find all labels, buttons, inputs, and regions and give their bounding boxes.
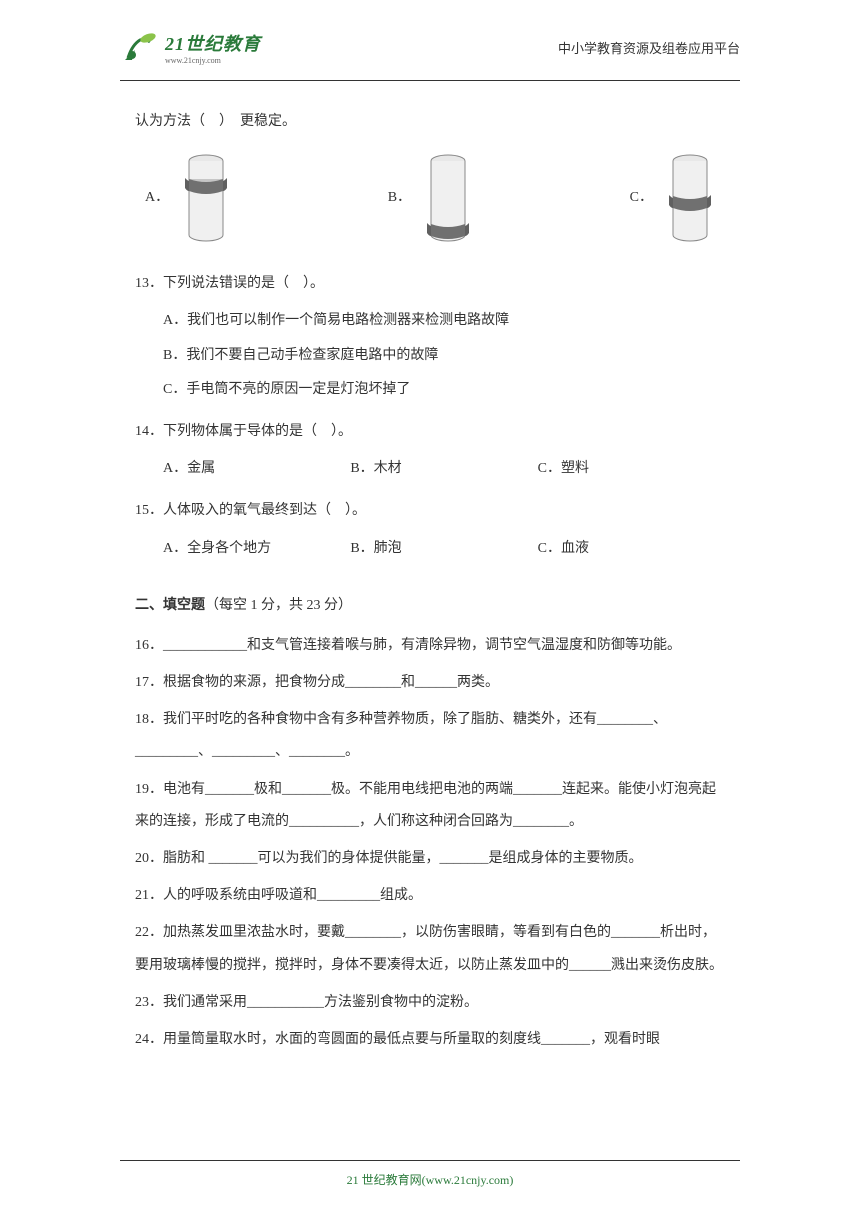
q13-text: 13．下列说法错误的是（ ）。 xyxy=(135,268,725,300)
logo-sub-text: www.21cnjy.com xyxy=(165,56,261,65)
cylinder-b-icon xyxy=(423,153,473,243)
q13-options: A．我们也可以制作一个简易电路检测器来检测电路故障 B．我们不要自己动手检查家庭… xyxy=(135,305,725,406)
q13-c: C．手电筒不亮的原因一定是灯泡坏掉了 xyxy=(163,374,725,406)
q14-options: A．金属 B．木材 C．塑料 xyxy=(135,453,725,485)
q14-a: A．金属 xyxy=(163,453,350,485)
q15-a: A．全身各个地方 xyxy=(163,533,350,565)
q23: 23．我们通常采用___________方法鉴别食物中的淀粉。 xyxy=(135,987,725,1019)
q15-options: A．全身各个地方 B．肺泡 C．血液 xyxy=(135,533,725,565)
option-b-label: B． xyxy=(388,182,411,214)
option-b: B． xyxy=(388,153,473,243)
q18: 18．我们平时吃的各种食物中含有多种营养物质，除了脂肪、糖类外，还有______… xyxy=(135,704,725,768)
q19: 19．电池有_______极和_______极。不能用电线把电池的两端_____… xyxy=(135,774,725,838)
q14-b: B．木材 xyxy=(350,453,537,485)
logo-main-text: 21世纪教育 xyxy=(165,30,261,56)
option-c-label: C． xyxy=(630,182,653,214)
q14-text: 14．下列物体属于导体的是（ ）。 xyxy=(135,416,725,448)
footer-text: 21 世纪教育网(www.21cnjy.com) xyxy=(0,1171,860,1188)
option-a-label: A． xyxy=(145,182,169,214)
q15-c: C．血液 xyxy=(538,533,725,565)
logo: 21世纪教育 www.21cnjy.com xyxy=(120,30,261,65)
page-header: 21世纪教育 www.21cnjy.com 中小学教育资源及组卷应用平台 xyxy=(0,0,860,75)
header-right-text: 中小学教育资源及组卷应用平台 xyxy=(558,38,740,57)
q20: 20．脂肪和 _______可以为我们的身体提供能量，_______是组成身体的… xyxy=(135,843,725,875)
image-options-row: A． B． C． xyxy=(135,153,725,243)
option-c: C． xyxy=(630,153,715,243)
q15-b: B．肺泡 xyxy=(350,533,537,565)
section2-title-bold: 二、填空题 xyxy=(135,598,205,613)
q22: 22．加热蒸发皿里浓盐水时，要戴________，以防伤害眼睛，等看到有白色的_… xyxy=(135,917,725,981)
q14-c: C．塑料 xyxy=(538,453,725,485)
cylinder-a-icon xyxy=(181,153,231,243)
q21: 21．人的呼吸系统由呼吸道和_________组成。 xyxy=(135,880,725,912)
footer-divider xyxy=(120,1160,740,1161)
section2-title: 二、填空题（每空 1 分，共 23 分） xyxy=(135,590,725,622)
logo-text: 21世纪教育 www.21cnjy.com xyxy=(165,30,261,65)
intro-text: 认为方法（ ） 更稳定。 xyxy=(135,106,725,138)
q16: 16．____________和支气管连接着喉与肺，有清除异物，调节空气温湿度和… xyxy=(135,630,725,662)
option-a: A． xyxy=(145,153,231,243)
q15-text: 15．人体吸入的氧气最终到达（ ）。 xyxy=(135,495,725,527)
q24: 24．用量筒量取水时，水面的弯圆面的最低点要与所量取的刻度线_______，观看… xyxy=(135,1024,725,1056)
q13-b: B．我们不要自己动手检查家庭电路中的故障 xyxy=(163,340,725,372)
main-content: 认为方法（ ） 更稳定。 A． B． C． xyxy=(0,81,860,1091)
cylinder-c-icon xyxy=(665,153,715,243)
logo-icon xyxy=(120,30,160,65)
q13-a: A．我们也可以制作一个简易电路检测器来检测电路故障 xyxy=(163,305,725,337)
q17: 17．根据食物的来源，把食物分成________和______两类。 xyxy=(135,667,725,699)
section2-subtitle: （每空 1 分，共 23 分） xyxy=(205,598,352,613)
